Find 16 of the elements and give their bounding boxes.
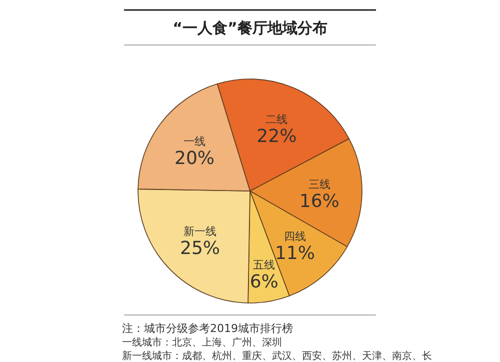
text: 注：城市分级参考2019城市排行榜 (122, 322, 293, 335)
slice-label: 一线 (184, 135, 206, 148)
slice-label: 四线 (284, 230, 306, 243)
slice-label: 五线 (253, 258, 276, 272)
data-label: 11% (275, 242, 316, 264)
data-label: 6% (250, 272, 278, 293)
data-label: 22% (256, 126, 297, 147)
slice-label: 三线 (308, 178, 330, 192)
data-label: 16% (299, 191, 340, 212)
slice-label: 二线 (266, 112, 288, 126)
data-label: 25% (180, 238, 220, 260)
slice-label: 新一线 (184, 225, 217, 238)
chart-title: “一人食”餐厅地域分布 (172, 19, 328, 37)
text: 一线城市：北京、上海、广州、深圳 (122, 336, 282, 348)
text: 新一线城市：成都、杭州、重庆、武汉、西安、苏州、天津、南京、长 (122, 350, 432, 362)
data-label: 20% (174, 148, 215, 170)
